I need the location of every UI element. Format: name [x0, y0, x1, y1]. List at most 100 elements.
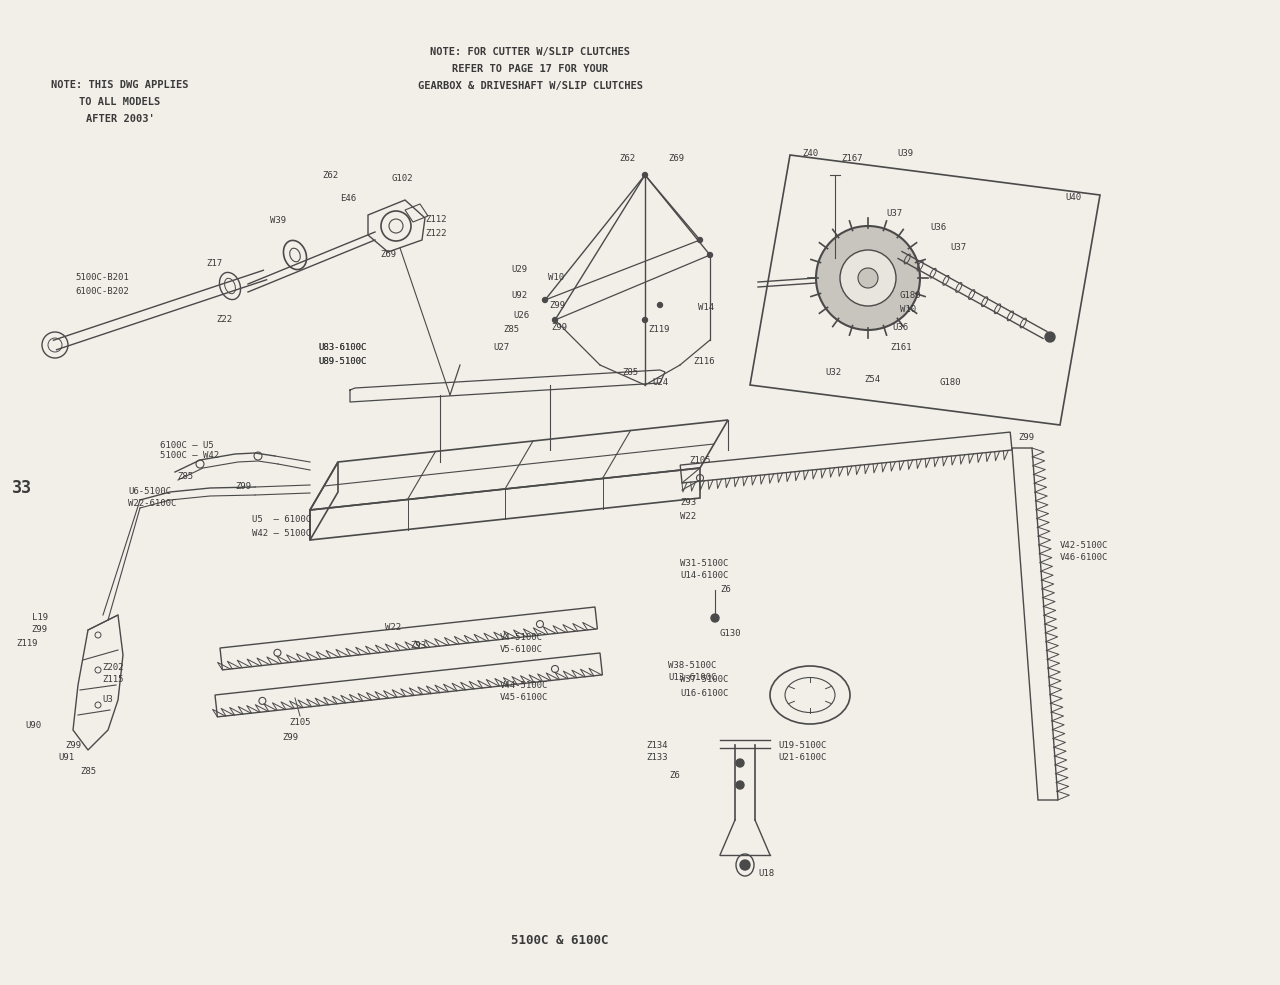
Text: U39: U39 [897, 149, 913, 158]
Text: U36: U36 [931, 224, 946, 232]
Text: GEARBOX & DRIVESHAFT W/SLIP CLUTCHES: GEARBOX & DRIVESHAFT W/SLIP CLUTCHES [417, 81, 643, 91]
Text: Z69: Z69 [380, 250, 396, 259]
Circle shape [1044, 332, 1055, 342]
Text: Z54: Z54 [864, 375, 881, 384]
Text: 33: 33 [12, 479, 32, 497]
Circle shape [698, 237, 703, 242]
Text: Z99: Z99 [282, 733, 298, 742]
Text: U27: U27 [494, 344, 509, 353]
Text: Z161: Z161 [890, 344, 911, 353]
Text: Z119: Z119 [17, 638, 38, 647]
Circle shape [740, 860, 750, 870]
Text: V5-6100C: V5-6100C [500, 645, 543, 654]
Text: W37-5100C: W37-5100C [680, 676, 728, 685]
Text: W10: W10 [900, 305, 916, 314]
Text: U18: U18 [758, 869, 774, 878]
Text: Z85: Z85 [79, 767, 96, 776]
Circle shape [643, 317, 648, 322]
Text: U36: U36 [892, 323, 908, 333]
Circle shape [553, 317, 558, 322]
Text: 6100C — U5: 6100C — U5 [160, 441, 214, 450]
Text: L19: L19 [32, 614, 49, 623]
Text: U6-5100C: U6-5100C [128, 488, 172, 496]
Text: Z22: Z22 [216, 315, 232, 324]
Text: V44-5100C: V44-5100C [500, 681, 548, 690]
Circle shape [643, 172, 648, 177]
Text: W42 — 5100C: W42 — 5100C [252, 529, 311, 538]
Text: U90: U90 [26, 720, 42, 730]
Circle shape [858, 268, 878, 288]
Circle shape [817, 226, 920, 330]
Text: W39: W39 [270, 216, 285, 225]
Text: Z93: Z93 [410, 640, 426, 649]
Text: U29: U29 [511, 266, 527, 275]
Text: U5  — 6100C: U5 — 6100C [252, 515, 311, 524]
Circle shape [736, 781, 744, 789]
Text: Z202: Z202 [102, 664, 123, 673]
Text: G130: G130 [719, 628, 741, 637]
Text: Z99: Z99 [32, 625, 49, 634]
Text: REFER TO PAGE 17 FOR YOUR: REFER TO PAGE 17 FOR YOUR [452, 64, 608, 74]
Text: Z112: Z112 [425, 216, 447, 225]
Text: Z69: Z69 [668, 154, 684, 163]
Text: U37: U37 [886, 209, 902, 218]
Text: U3: U3 [102, 695, 113, 704]
Text: Z119: Z119 [648, 325, 669, 335]
Text: Z99: Z99 [236, 482, 251, 491]
Text: Z105: Z105 [689, 456, 710, 465]
Text: W38-5100C: W38-5100C [668, 661, 717, 670]
Text: G102: G102 [392, 174, 413, 183]
Text: U13-6100C: U13-6100C [668, 674, 717, 683]
Text: Z134: Z134 [646, 741, 668, 750]
Text: U92: U92 [511, 291, 527, 299]
Text: G180: G180 [900, 291, 922, 299]
Text: Z62: Z62 [620, 154, 635, 163]
Text: U89-5100C: U89-5100C [317, 357, 366, 365]
Text: Z6: Z6 [669, 770, 680, 779]
Text: Z93: Z93 [680, 498, 696, 507]
Text: Z99: Z99 [552, 323, 568, 333]
Text: 6100C-B202: 6100C-B202 [76, 288, 129, 296]
Text: Z99: Z99 [1018, 433, 1034, 442]
Text: U16-6100C: U16-6100C [680, 689, 728, 697]
Text: U37: U37 [950, 243, 966, 252]
Text: NOTE: THIS DWG APPLIES: NOTE: THIS DWG APPLIES [51, 80, 188, 90]
Text: U19-5100C: U19-5100C [778, 741, 827, 750]
Text: 5100C — W42: 5100C — W42 [160, 451, 219, 460]
Text: U32: U32 [824, 368, 841, 377]
Text: U14-6100C: U14-6100C [680, 571, 728, 580]
Text: V4-5100C: V4-5100C [500, 633, 543, 642]
Text: Z6: Z6 [719, 585, 731, 595]
Text: Z99: Z99 [65, 741, 81, 750]
Circle shape [736, 759, 744, 767]
Text: NOTE: FOR CUTTER W/SLIP CLUTCHES: NOTE: FOR CUTTER W/SLIP CLUTCHES [430, 47, 630, 57]
Text: U21-6100C: U21-6100C [778, 754, 827, 762]
Text: Z40: Z40 [803, 149, 818, 158]
Text: Z85: Z85 [504, 325, 520, 335]
Text: Z62: Z62 [323, 171, 338, 180]
Circle shape [543, 297, 548, 302]
Circle shape [840, 250, 896, 306]
Text: 5100C & 6100C: 5100C & 6100C [511, 934, 609, 947]
Circle shape [710, 614, 719, 622]
Text: Z85: Z85 [177, 472, 193, 481]
Text: V45-6100C: V45-6100C [500, 693, 548, 702]
Text: 5100C-B201: 5100C-B201 [76, 274, 129, 283]
Text: Z116: Z116 [692, 358, 714, 366]
Text: U24: U24 [652, 378, 668, 387]
Text: V46-6100C: V46-6100C [1060, 554, 1108, 562]
Text: W14: W14 [698, 303, 714, 312]
Text: Z122: Z122 [425, 229, 447, 237]
Text: Z17: Z17 [206, 259, 221, 268]
Text: W22: W22 [680, 512, 696, 521]
Text: Z105: Z105 [289, 718, 311, 727]
Text: W10: W10 [548, 274, 564, 283]
Text: W22-6100C: W22-6100C [128, 499, 177, 508]
Text: U40: U40 [1065, 193, 1082, 203]
Text: W22: W22 [385, 624, 401, 632]
Text: Z115: Z115 [102, 676, 123, 685]
Text: W31-5100C: W31-5100C [680, 558, 728, 567]
Text: AFTER 2003': AFTER 2003' [86, 114, 155, 124]
Text: U91: U91 [58, 754, 74, 762]
Text: U83-6100C: U83-6100C [317, 344, 366, 353]
